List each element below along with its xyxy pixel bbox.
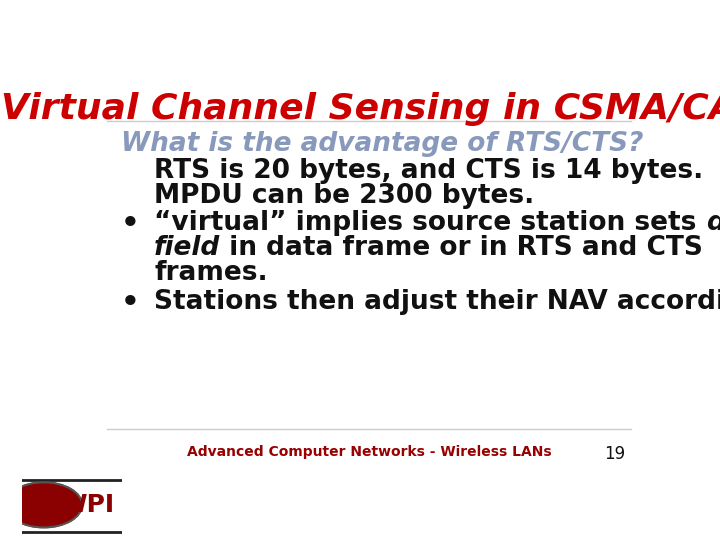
Text: “virtual” implies source station sets: “virtual” implies source station sets [154, 210, 706, 237]
Text: MPDU can be 2300 bytes.: MPDU can be 2300 bytes. [154, 183, 534, 210]
Text: frames.: frames. [154, 260, 268, 286]
Text: Stations then adjust their NAV accordingly!: Stations then adjust their NAV according… [154, 289, 720, 315]
Text: Advanced Computer Networks - Wireless LANs: Advanced Computer Networks - Wireless LA… [186, 446, 552, 459]
Text: •: • [121, 289, 140, 318]
Text: Virtual Channel Sensing in CSMA/CA: Virtual Channel Sensing in CSMA/CA [1, 92, 720, 126]
Circle shape [6, 482, 82, 528]
Text: RTS is 20 bytes, and CTS is 14 bytes.: RTS is 20 bytes, and CTS is 14 bytes. [154, 158, 703, 184]
Text: What is the advantage of RTS/CTS?: What is the advantage of RTS/CTS? [121, 131, 643, 157]
Text: field: field [154, 235, 220, 261]
Text: in data frame or in RTS and CTS: in data frame or in RTS and CTS [220, 235, 703, 261]
Text: WPI: WPI [60, 493, 114, 517]
Text: duration: duration [706, 210, 720, 237]
Text: •: • [121, 210, 140, 238]
Text: 19: 19 [605, 446, 626, 463]
